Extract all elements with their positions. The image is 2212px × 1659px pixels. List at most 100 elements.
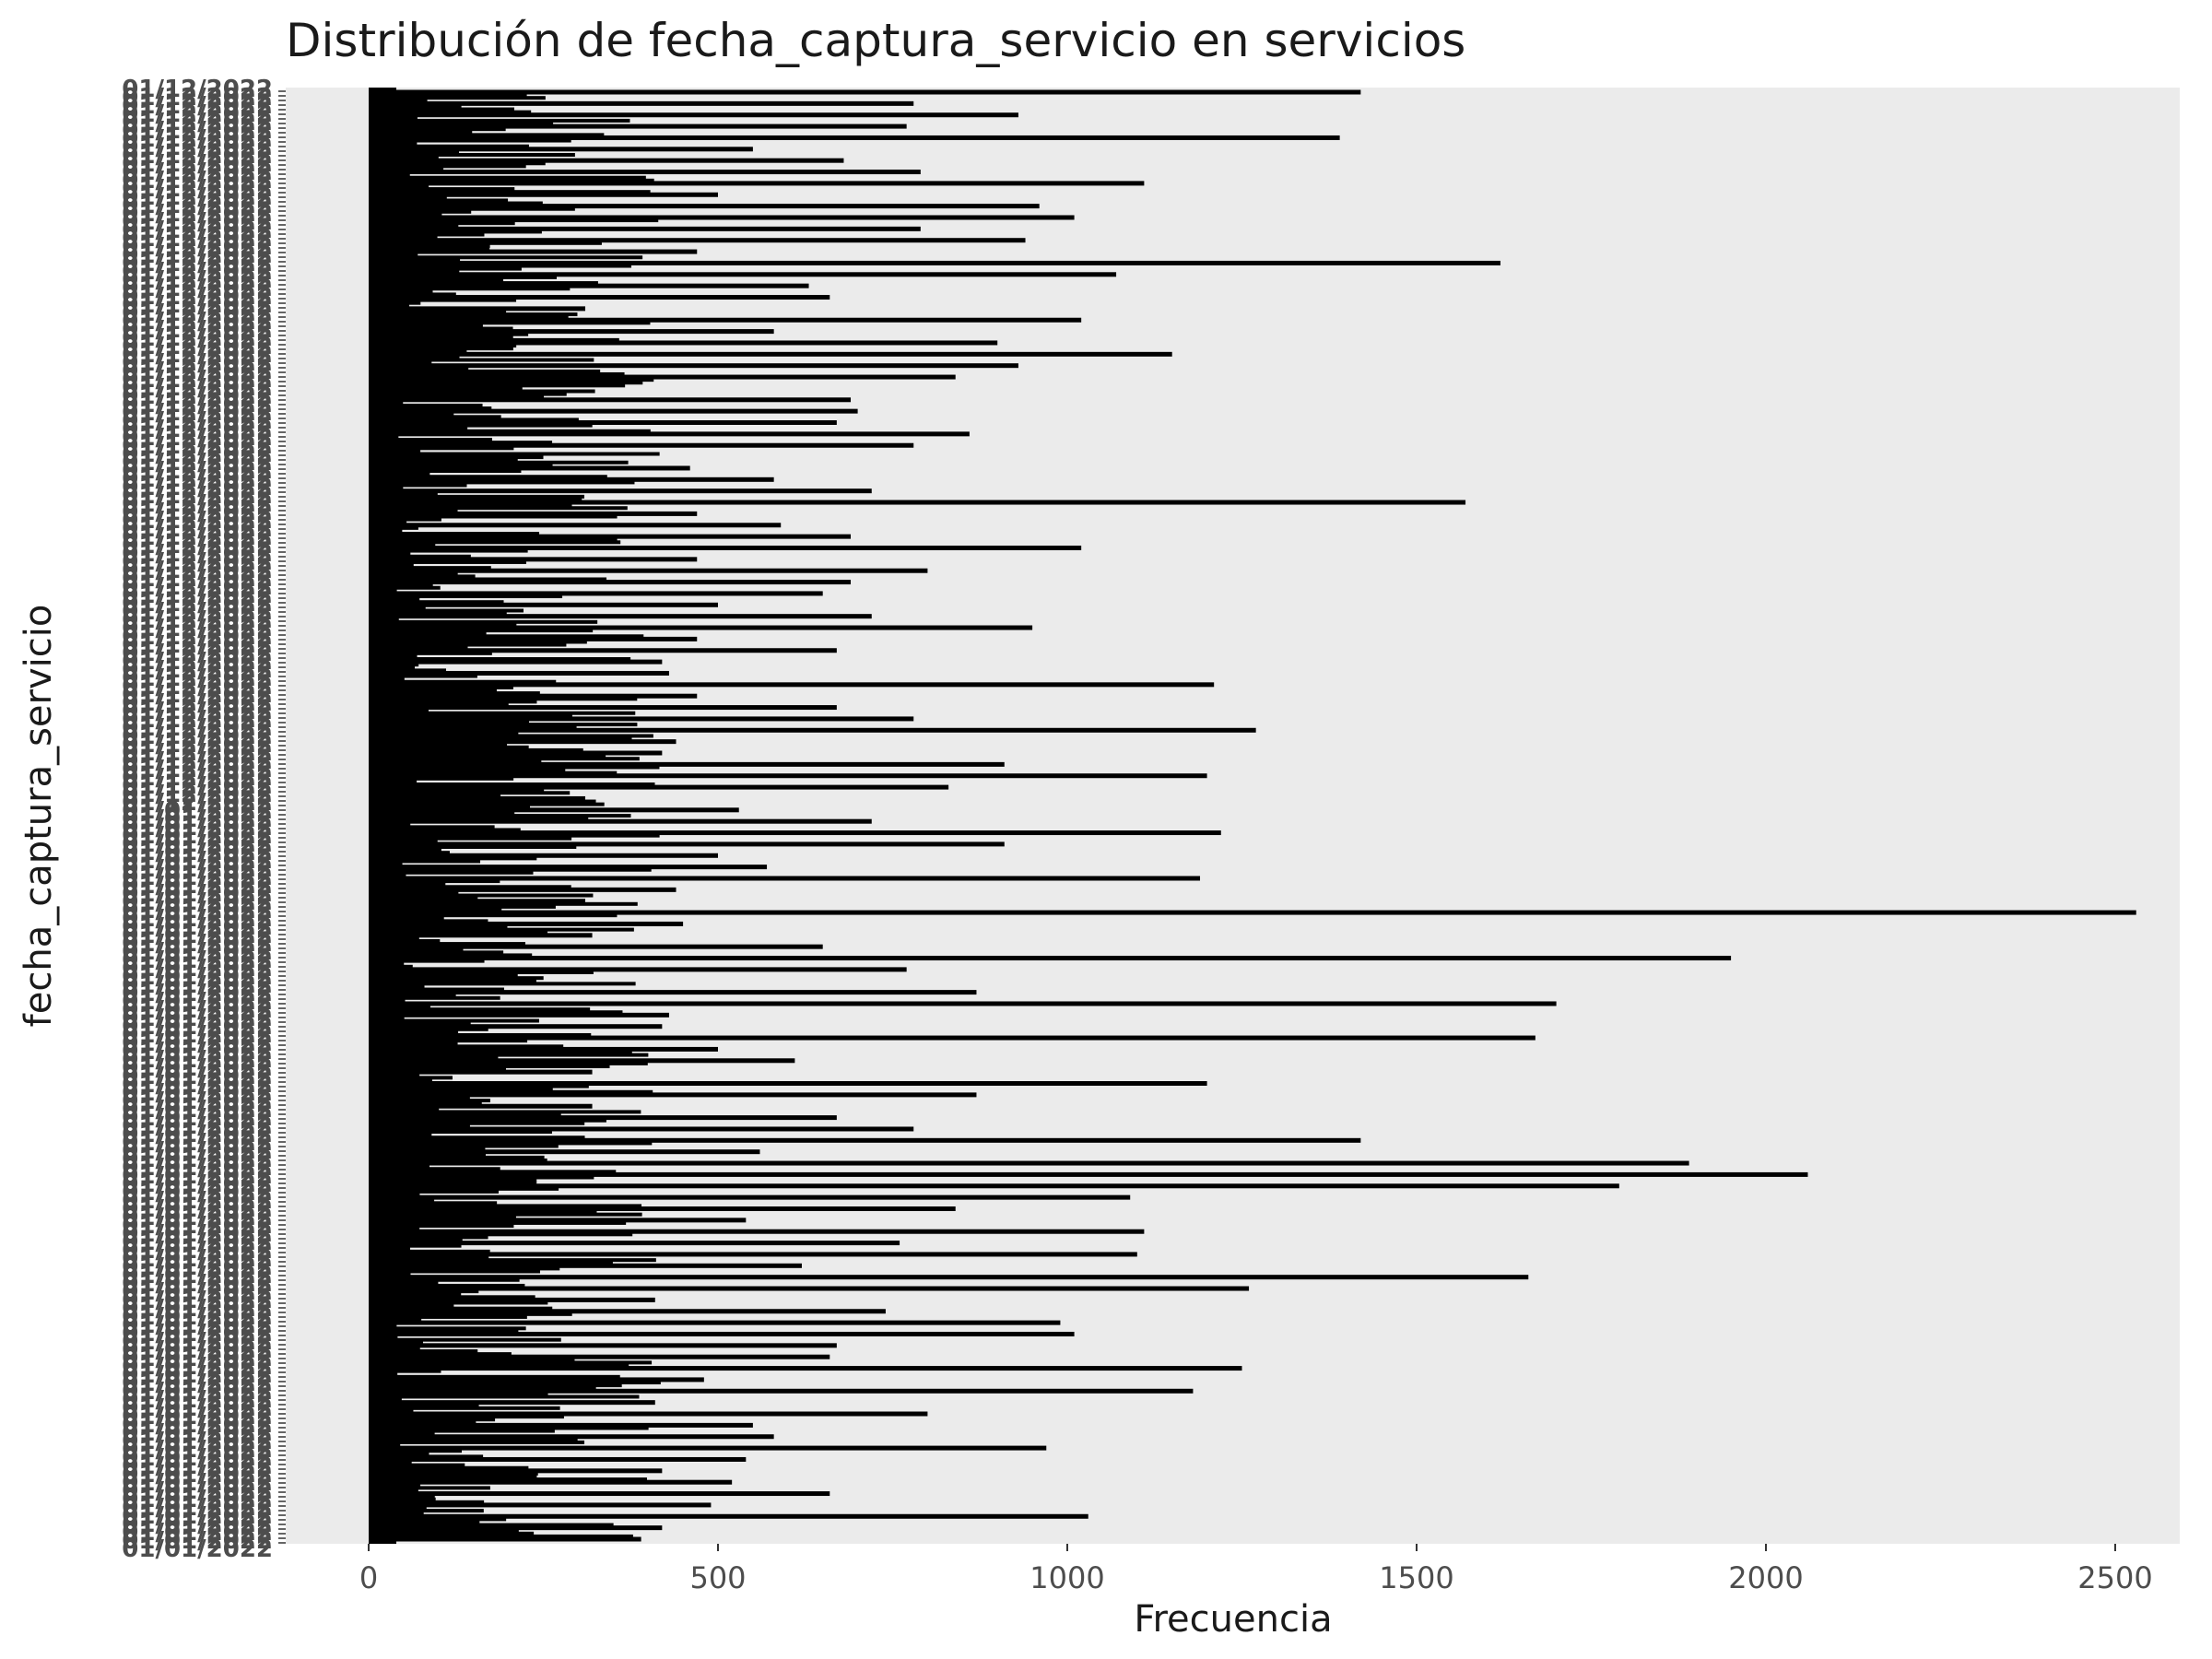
- y-category-label: 01/01/2022: [122, 1494, 273, 1522]
- y-category-label: 01/01/2022: [122, 1195, 273, 1223]
- y-category-label: 01/01/2022: [122, 1295, 273, 1323]
- y-category-label: 01/01/2022: [122, 1444, 273, 1472]
- y-category-label: 01/01/2022: [122, 897, 273, 924]
- bar: [369, 585, 441, 590]
- bar: [369, 1018, 539, 1023]
- bar: [369, 135, 1340, 140]
- bar: [369, 198, 509, 203]
- y-category-label: 01/01/2022: [122, 1270, 273, 1298]
- bar: [369, 158, 844, 163]
- bar: [369, 1354, 830, 1359]
- bar: [369, 645, 468, 650]
- y-category-label: 01/12/2022: [122, 673, 273, 700]
- bar: [369, 335, 513, 339]
- y-category-label: 01/01/2022: [122, 1021, 273, 1049]
- x-tick-label: 2000: [1728, 1560, 1803, 1595]
- bar: [369, 580, 852, 585]
- bar: [369, 506, 628, 511]
- x-tick-label: 1500: [1379, 1560, 1453, 1595]
- bar: [369, 836, 572, 841]
- y-category-label: 01/01/2022: [122, 1477, 273, 1505]
- bar: [369, 734, 653, 738]
- y-category-label: 01/01/2022: [122, 1146, 273, 1173]
- bar: [369, 867, 652, 872]
- bar: [369, 494, 584, 499]
- y-category-label: 01/12/2022: [122, 615, 273, 642]
- bar: [369, 264, 631, 268]
- bar: [369, 1044, 564, 1049]
- bar: [369, 1477, 647, 1482]
- bar: [369, 984, 425, 989]
- bar: [369, 243, 490, 248]
- bar: [369, 713, 573, 718]
- y-category-label: 01/12/2022: [122, 175, 273, 203]
- y-category-label: 01/01/2022: [122, 1071, 273, 1099]
- y-category-label: 01/12/2022: [122, 723, 273, 750]
- bar: [369, 1112, 561, 1117]
- bar: [369, 1084, 589, 1088]
- bar: [369, 828, 521, 832]
- bar: [369, 1175, 594, 1180]
- bar: [369, 825, 495, 830]
- y-category-label: 01/12/2022: [122, 391, 273, 418]
- bar: [369, 418, 579, 422]
- bar: [369, 1089, 653, 1094]
- bar: [369, 383, 626, 388]
- bar: [369, 1224, 514, 1229]
- bar: [369, 355, 460, 359]
- bar: [369, 511, 698, 516]
- bar: [369, 582, 433, 587]
- y-category-label: 01/01/2022: [122, 905, 273, 933]
- bar: [369, 161, 546, 166]
- bar: [369, 371, 625, 376]
- y-category-label: 01/12/2022: [122, 341, 273, 369]
- bar: [369, 799, 596, 804]
- bar: [369, 1055, 499, 1060]
- bar: [369, 415, 501, 419]
- bar: [369, 1198, 435, 1203]
- bar: [369, 841, 1005, 847]
- y-category-label: 01/12/2022: [122, 706, 273, 734]
- y-category-label: 01/01/2022: [122, 1486, 273, 1513]
- bar: [369, 851, 450, 855]
- y-category-label: 01/12/2022: [122, 125, 273, 153]
- bar: [369, 1263, 802, 1268]
- y-category-label: 01/01/2022: [122, 1129, 273, 1157]
- y-category-label: 01/01/2022: [122, 1253, 273, 1281]
- bar: [369, 315, 569, 320]
- y-category-label: 01/12/2022: [122, 557, 273, 584]
- bar: [369, 349, 467, 354]
- bar: [369, 1269, 540, 1274]
- bar: [369, 1095, 470, 1100]
- bar: [369, 1030, 459, 1034]
- bar: [369, 326, 513, 331]
- y-category-label: 01/01/2022: [122, 1353, 273, 1381]
- bar: [369, 773, 1207, 779]
- bar: [369, 634, 644, 639]
- bar: [369, 1463, 465, 1467]
- y-category-label: 01/12/2022: [122, 540, 273, 568]
- bar: [369, 987, 504, 992]
- y-category-label: 01/01/2022: [122, 1287, 273, 1314]
- bar: [369, 1158, 547, 1162]
- y-category-label: 01/12/2022: [122, 698, 273, 725]
- y-category-label: 01/01/2022: [122, 963, 273, 991]
- bar: [369, 298, 517, 302]
- bar: [369, 890, 459, 895]
- y-category-label: 01/01/2022: [122, 1079, 273, 1107]
- bar: [369, 990, 977, 995]
- y-category-label: 01/12/2022: [122, 308, 273, 335]
- bar: [369, 358, 594, 362]
- y-category-label: 01/01/2022: [122, 1394, 273, 1422]
- bar: [369, 340, 998, 346]
- bar: [369, 497, 582, 501]
- bar: [369, 344, 517, 348]
- y-category-label: 01/01/2022: [122, 1320, 273, 1347]
- y-category-label: 01/01/2022: [122, 1121, 273, 1148]
- bar: [369, 566, 491, 571]
- bar: [369, 246, 490, 251]
- bar: [369, 1135, 585, 1140]
- y-category-label: 01/12/2022: [122, 250, 273, 277]
- y-category-label: 01/01/2022: [122, 1229, 273, 1256]
- bar: [369, 1392, 548, 1396]
